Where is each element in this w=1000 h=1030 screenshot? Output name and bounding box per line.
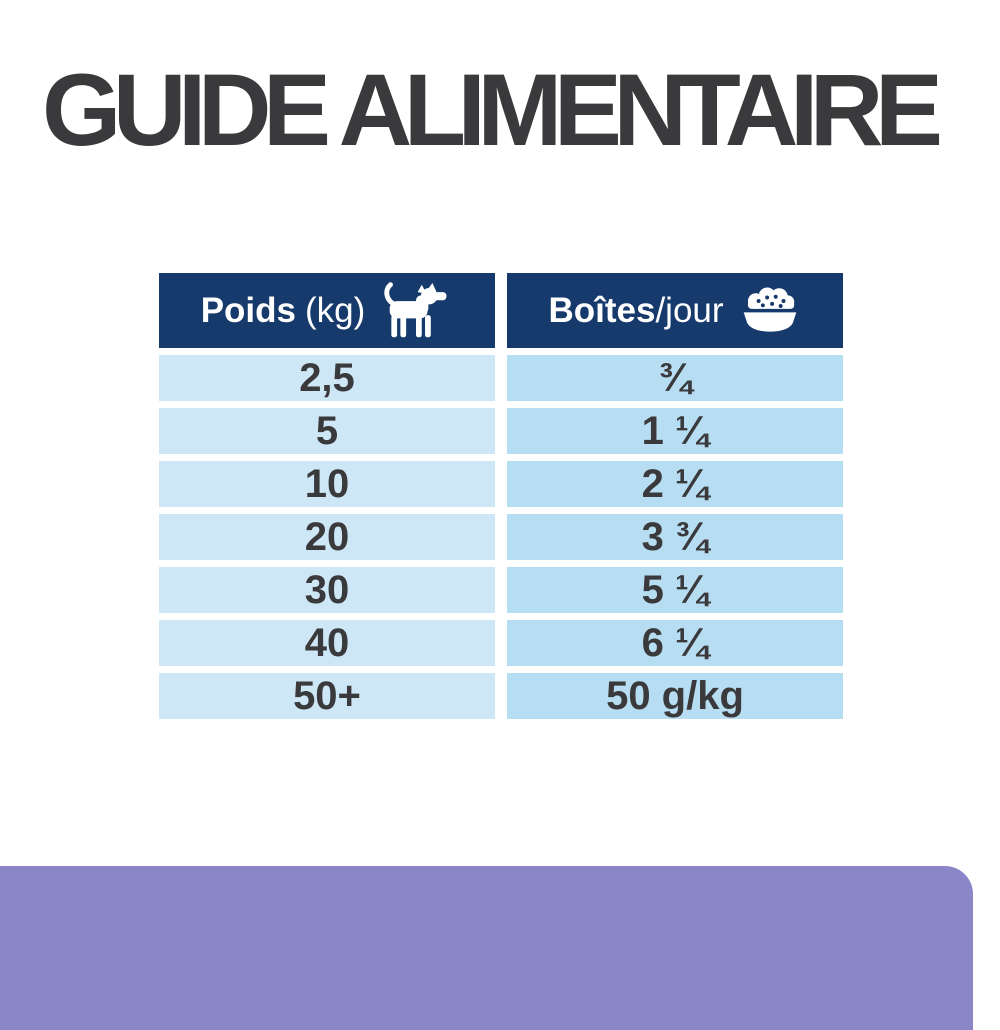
food-bowl-icon <box>743 287 796 332</box>
cans-cell: 2 ¼ <box>507 461 843 507</box>
dog-icon <box>384 281 447 337</box>
column-header-cans: Boîtes /jour <box>507 273 843 348</box>
weight-cell: 10 <box>159 461 495 507</box>
cans-cell: 1 ¼ <box>507 408 843 454</box>
header-weight-label-unit: (kg) <box>305 290 366 330</box>
header-weight-label-bold: Poids <box>200 290 296 330</box>
purple-footer-band <box>0 866 973 1030</box>
weight-cell: 5 <box>159 408 495 454</box>
header-cans-label-unit: /jour <box>655 290 724 330</box>
page-title: GUIDE ALIMENTAIRE <box>42 53 943 167</box>
weight-cell: 30 <box>159 567 495 613</box>
weight-cell: 20 <box>159 514 495 560</box>
cans-cell: ¾ <box>507 355 843 401</box>
weight-cell: 40 <box>159 620 495 666</box>
weight-cell: 50+ <box>159 673 495 719</box>
cans-cell: 50 g/kg <box>507 673 843 719</box>
weight-cell: 2,5 <box>159 355 495 401</box>
column-header-weight: Poids (kg) <box>159 273 495 348</box>
cans-cell: 3 ¾ <box>507 514 843 560</box>
cans-cell: 6 ¼ <box>507 620 843 666</box>
cans-cell: 5 ¼ <box>507 567 843 613</box>
header-cans-label-bold: Boîtes <box>548 290 656 330</box>
